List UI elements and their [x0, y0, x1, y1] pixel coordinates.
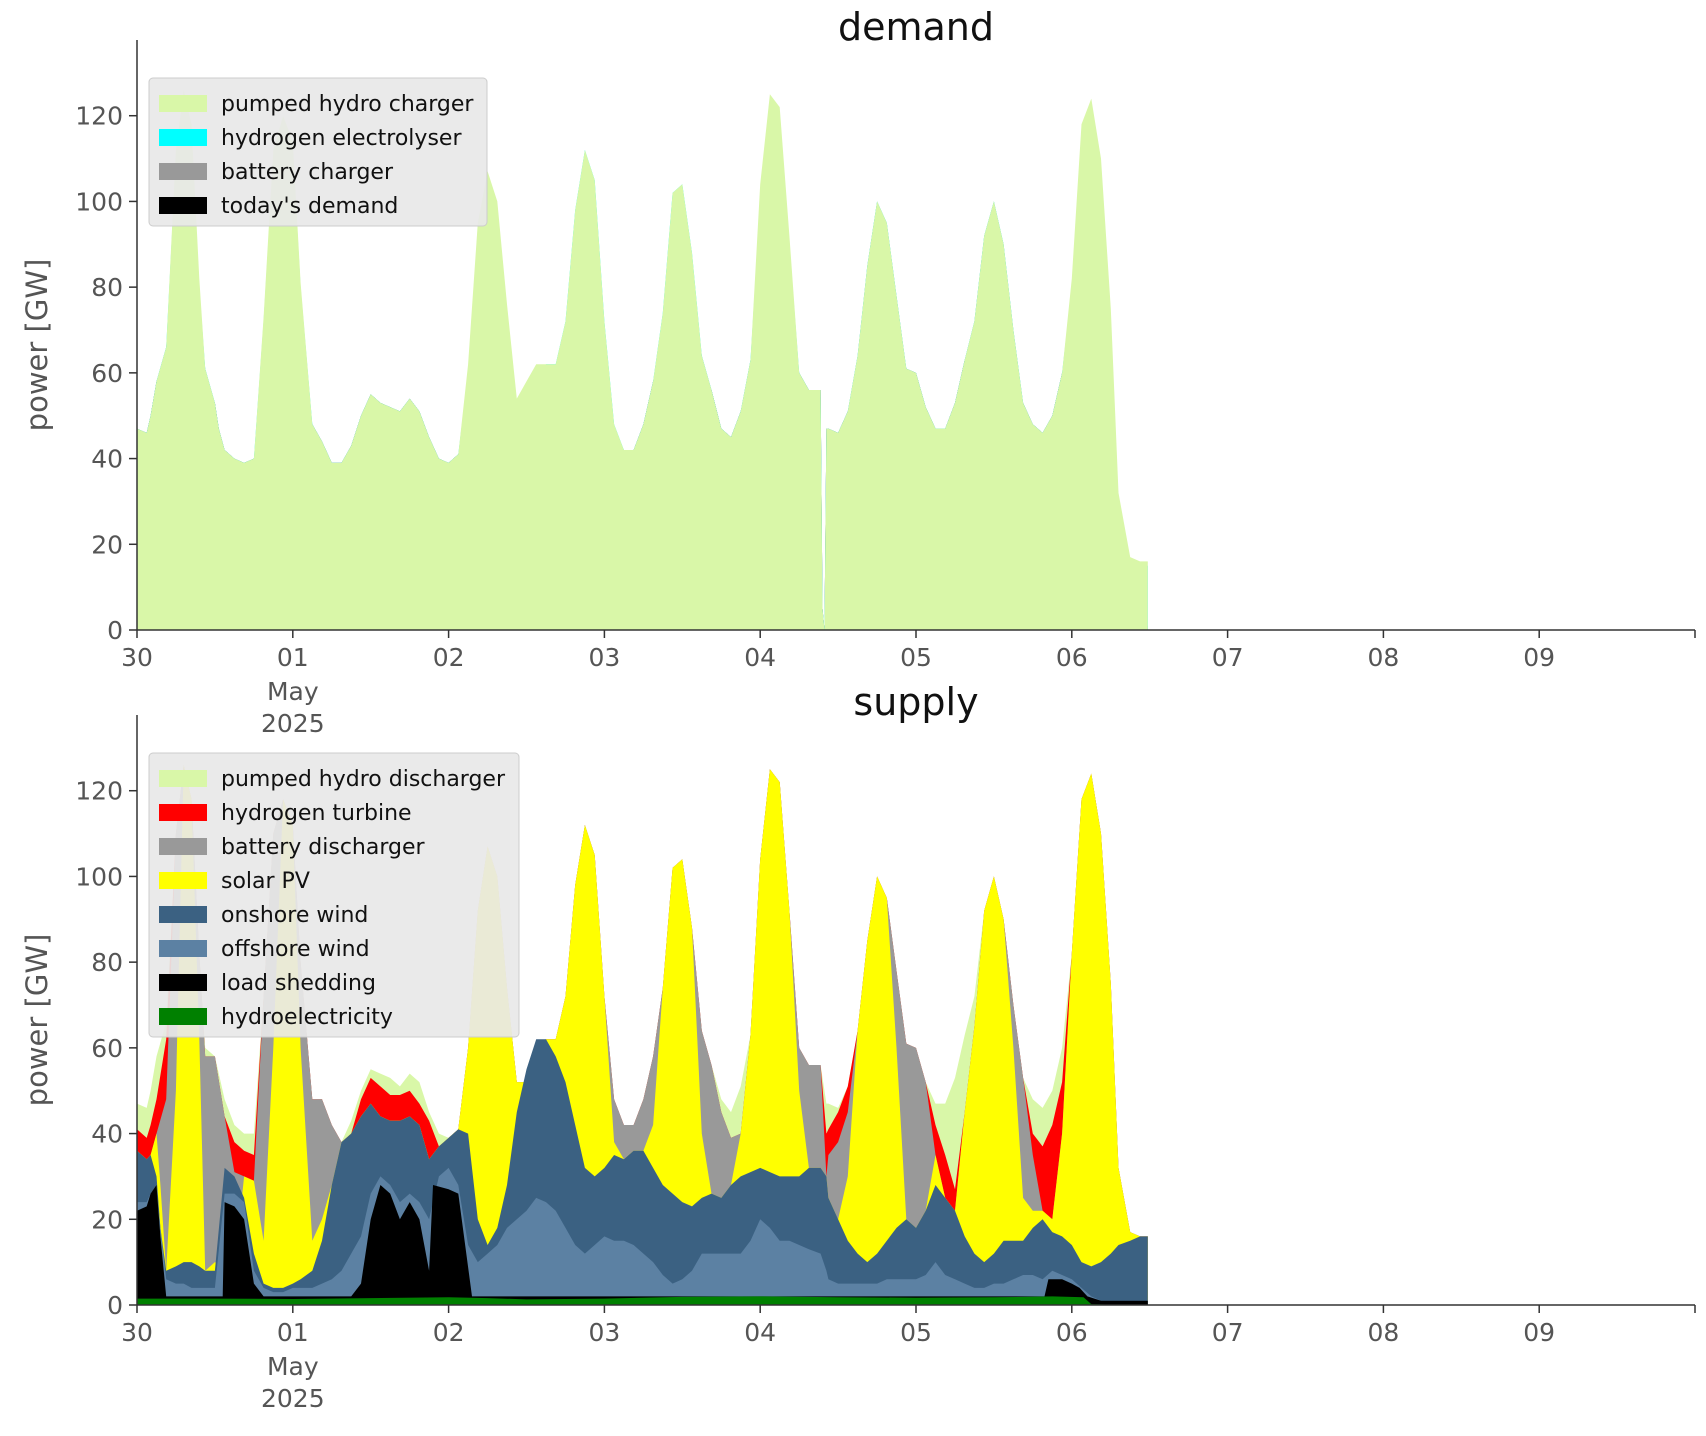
legend: pumped hydro charger hydrogen electrolyse… — [148, 77, 488, 227]
legend-swatch — [159, 906, 207, 923]
x-tick-label: 03 — [588, 643, 620, 672]
x-tick-label: 02 — [433, 1318, 465, 1347]
y-tick-label: 80 — [91, 273, 123, 302]
x-tick-label: 08 — [1367, 643, 1399, 672]
legend-label: onshore wind — [221, 903, 368, 928]
panel-title: supply — [853, 680, 978, 724]
y-tick-label: 40 — [91, 445, 123, 474]
legend-label: pumped hydro discharger — [221, 767, 506, 792]
x-tick-label: 30 — [121, 1318, 153, 1347]
x-tick-label: 04 — [744, 1318, 776, 1347]
y-tick-label: 100 — [75, 862, 123, 891]
legend-swatch — [159, 872, 207, 889]
legend-swatch — [159, 974, 207, 991]
legend-label: offshore wind — [221, 937, 370, 962]
x-tick-label: 05 — [900, 1318, 932, 1347]
legend-swatch — [159, 129, 207, 146]
x-tick-label: 07 — [1212, 1318, 1244, 1347]
area-hydroelectricity — [137, 1296, 1148, 1305]
y-tick-label: 0 — [107, 616, 123, 645]
x-sub-label: 2025 — [261, 709, 325, 738]
x-tick-label: 01 — [277, 1318, 309, 1347]
y-tick-label: 120 — [75, 777, 123, 806]
x-tick-label: 09 — [1523, 1318, 1555, 1347]
x-tick-label: 09 — [1523, 643, 1555, 672]
x-sub-label: May — [267, 1352, 319, 1381]
legend-label: battery discharger — [221, 835, 426, 860]
legend-swatch — [159, 770, 207, 787]
x-tick-label: 04 — [744, 643, 776, 672]
y-tick-label: 20 — [91, 530, 123, 559]
legend-label: hydrogen turbine — [221, 801, 412, 826]
x-tick-label: 05 — [900, 643, 932, 672]
panel-title: demand — [838, 5, 994, 49]
y-axis-label: power [GW] — [20, 934, 54, 1107]
legend-label: pumped hydro charger — [221, 92, 474, 117]
y-tick-label: 60 — [91, 1034, 123, 1063]
y-tick-label: 120 — [75, 102, 123, 131]
x-tick-label: 02 — [433, 643, 465, 672]
legend-box — [148, 77, 488, 227]
legend-box — [148, 752, 520, 1038]
x-sub-label: 2025 — [261, 1384, 325, 1413]
x-sub-label: May — [267, 677, 319, 706]
y-tick-label: 0 — [107, 1291, 123, 1320]
legend: pumped hydro discharger hydrogen turbine b… — [148, 752, 520, 1038]
legend-swatch — [159, 197, 207, 214]
legend-swatch — [159, 95, 207, 112]
legend-swatch — [159, 940, 207, 957]
y-tick-label: 20 — [91, 1205, 123, 1234]
area-pumped-hydro-charger — [137, 90, 1148, 630]
legend-swatch — [159, 838, 207, 855]
legend-label: load shedding — [221, 971, 376, 996]
legend-swatch — [159, 1008, 207, 1025]
legend-label: hydrogen electrolyser — [221, 126, 462, 151]
x-tick-label: 01 — [277, 643, 309, 672]
y-axis-label: power [GW] — [20, 259, 54, 432]
y-tick-label: 60 — [91, 359, 123, 388]
legend-label: hydroelectricity — [221, 1005, 393, 1030]
legend-label: solar PV — [221, 869, 310, 894]
panel-supply: supply power [GW] 0 20 40 60 80 100 120 30 01 02 03 0… — [20, 680, 1696, 1413]
x-tick-label: 06 — [1056, 643, 1088, 672]
legend-label: battery charger — [221, 160, 394, 185]
legend-swatch — [159, 804, 207, 821]
x-tick-label: 30 — [121, 643, 153, 672]
x-tick-label: 06 — [1056, 1318, 1088, 1347]
y-tick-label: 100 — [75, 187, 123, 216]
x-tick-label: 03 — [588, 1318, 620, 1347]
x-tick-label: 07 — [1212, 643, 1244, 672]
legend-label: today's demand — [221, 194, 398, 219]
panel-demand: demand power [GW] 0 20 40 60 80 100 120 30 01 02 03 0… — [20, 5, 1696, 738]
y-tick-label: 80 — [91, 948, 123, 977]
legend-swatch — [159, 163, 207, 180]
y-tick-label: 40 — [91, 1120, 123, 1149]
x-tick-label: 08 — [1367, 1318, 1399, 1347]
area-load-shedding — [137, 1185, 1148, 1305]
